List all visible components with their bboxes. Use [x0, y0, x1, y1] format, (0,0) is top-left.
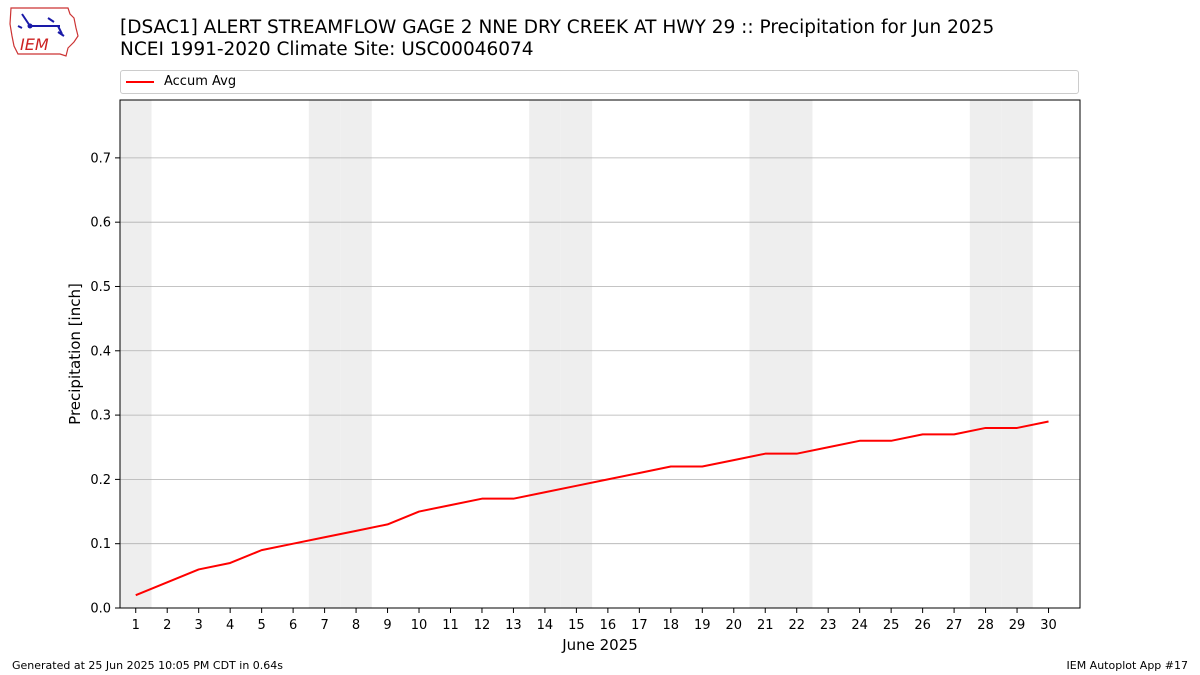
- x-tick-label: 15: [568, 618, 585, 633]
- x-tick-label: 1: [132, 618, 140, 633]
- series-line-accum-avg: [135, 420, 1049, 597]
- y-tick-label: 0.5: [90, 280, 111, 295]
- x-tick-label: 28: [977, 618, 994, 633]
- x-tick-label: 23: [820, 618, 837, 633]
- y-axis: 0.0 0.1 0.2 0.3 0.4 0.5 0.6 0.7: [90, 151, 120, 617]
- y-tick-label: 0.1: [90, 537, 111, 552]
- series-layer: [135, 420, 1049, 597]
- chart-title: [DSAC1] ALERT STREAMFLOW GAGE 2 NNE DRY …: [120, 17, 994, 61]
- x-tick-label: 13: [505, 618, 522, 633]
- y-axis-label: Precipitation [inch]: [66, 283, 84, 425]
- weekend-band: [308, 100, 341, 608]
- weekend-band: [560, 100, 593, 608]
- x-tick-label: 26: [914, 618, 931, 633]
- y-tick-label: 0.2: [90, 473, 111, 488]
- y-tick-label: 0.3: [90, 409, 111, 424]
- x-tick-label: 22: [788, 618, 805, 633]
- footer-generated: Generated at 25 Jun 2025 10:05 PM CDT in…: [12, 659, 284, 672]
- x-axis-label: June 2025: [561, 636, 638, 654]
- iem-logo: IEM: [8, 6, 82, 62]
- grid-lines: [120, 157, 1080, 545]
- y-tick-label: 0.4: [90, 344, 111, 359]
- x-tick-label: 27: [946, 618, 963, 633]
- x-tick-label: 5: [257, 618, 265, 633]
- x-tick-label: 20: [725, 618, 742, 633]
- x-tick-label: 18: [663, 618, 680, 633]
- chart-legend: Accum Avg: [120, 70, 1079, 94]
- plot-frame: [119, 99, 1081, 609]
- weekend-band: [749, 100, 781, 608]
- svg-text:IEM: IEM: [20, 35, 49, 54]
- x-tick-label: 25: [883, 618, 900, 633]
- x-tick-label: 7: [320, 618, 328, 633]
- weekend-band: [780, 100, 813, 608]
- chart-title-line1: [DSAC1] ALERT STREAMFLOW GAGE 2 NNE DRY …: [120, 17, 995, 38]
- y-tick-label: 0.7: [90, 151, 111, 166]
- x-tick-label: 2: [163, 618, 171, 633]
- x-tick-label: 10: [411, 618, 428, 633]
- weekend-band: [1001, 100, 1033, 608]
- x-tick-label: 21: [757, 618, 774, 633]
- x-tick-label: 14: [537, 618, 554, 633]
- x-tick-label: 17: [631, 618, 648, 633]
- x-tick-label: 3: [195, 618, 203, 633]
- weekend-band: [969, 100, 1002, 608]
- x-tick-label: 11: [442, 618, 459, 633]
- weekend-band: [340, 100, 372, 608]
- x-tick-label: 16: [600, 618, 617, 633]
- weekend-bands: [120, 100, 1033, 608]
- weekend-band: [120, 100, 152, 608]
- chart-title-line2: NCEI 1991-2020 Climate Site: USC00046074: [120, 39, 534, 60]
- x-tick-label: 4: [226, 618, 234, 633]
- legend-label: Accum Avg: [164, 74, 237, 89]
- x-axis: 1 2 3 4 5 6 7 8 9 10 11 12 13 14 15 16 17 18 19 20 21 22 23 24 2…: [132, 608, 1057, 633]
- x-tick-label: 24: [851, 618, 868, 633]
- x-tick-label: 9: [383, 618, 391, 633]
- x-tick-label: 19: [694, 618, 711, 633]
- legend-line-swatch: [126, 81, 154, 83]
- x-tick-label: 30: [1040, 618, 1057, 633]
- x-tick-label: 8: [352, 618, 360, 633]
- weekend-band: [529, 100, 561, 608]
- x-tick-label: 12: [474, 618, 491, 633]
- x-tick-label: 29: [1009, 618, 1026, 633]
- x-tick-label: 6: [289, 618, 297, 633]
- y-tick-label: 0.6: [90, 216, 111, 231]
- y-tick-label: 0.0: [90, 602, 111, 617]
- footer-app: IEM Autoplot App #17: [1066, 659, 1189, 672]
